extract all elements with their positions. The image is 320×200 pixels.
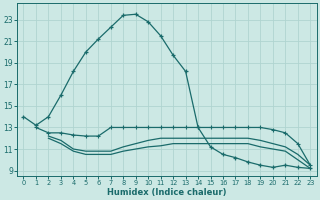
X-axis label: Humidex (Indice chaleur): Humidex (Indice chaleur) xyxy=(107,188,227,197)
